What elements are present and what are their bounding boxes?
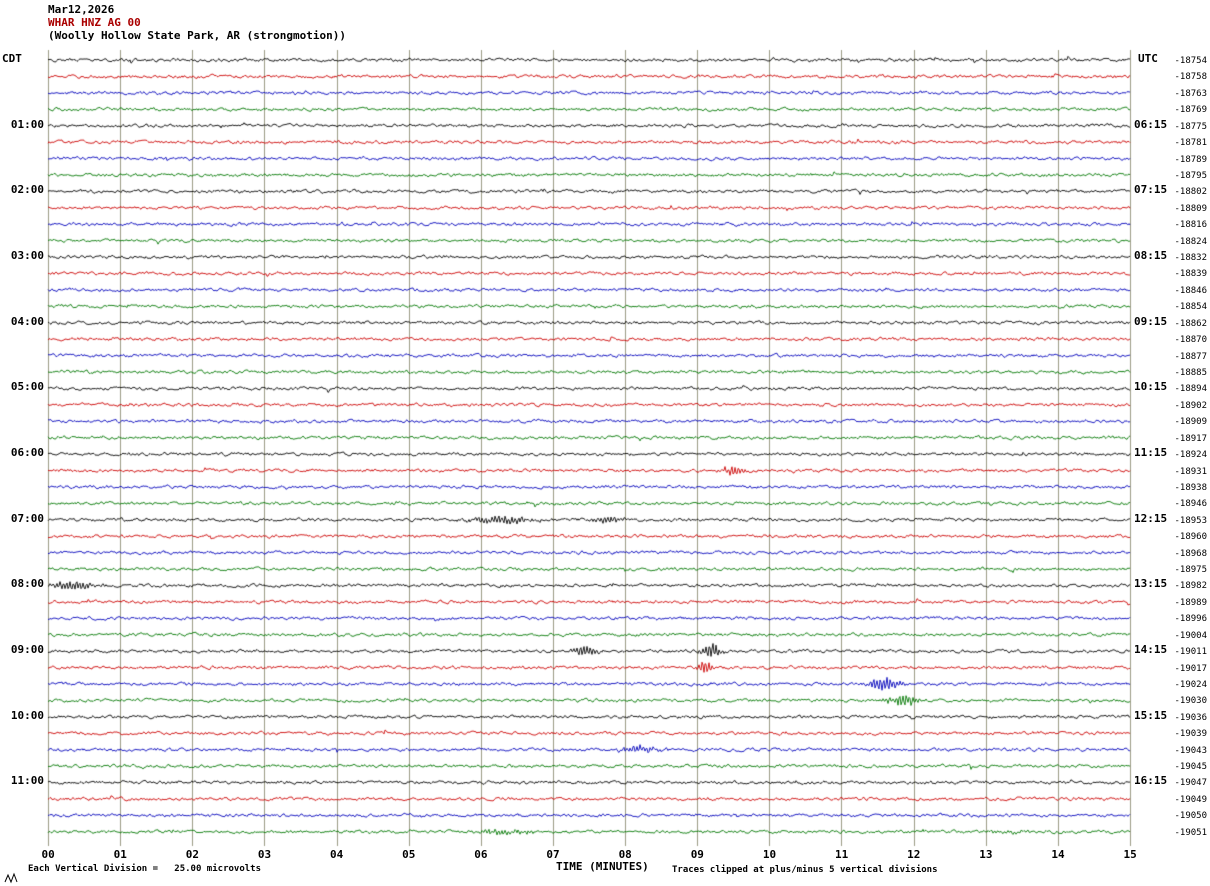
dc-offset-value: -18754 bbox=[1174, 56, 1207, 66]
hour-label-cdt: 08:00 bbox=[10, 577, 44, 591]
dc-offset-value: -19050 bbox=[1174, 811, 1207, 822]
dc-offset-value: -19043 bbox=[1174, 745, 1207, 756]
dc-offset-value: -18824 bbox=[1174, 236, 1207, 247]
hour-label-utc: 08:15 bbox=[1134, 249, 1168, 263]
hour-label-utc: 14:15 bbox=[1134, 643, 1168, 657]
right-axis-label: UTC bbox=[1138, 52, 1158, 65]
dc-offset-value: -19024 bbox=[1174, 679, 1207, 690]
hour-label-utc: 06:15 bbox=[1134, 117, 1168, 131]
dc-offset-value: -18894 bbox=[1174, 384, 1207, 395]
dc-offset-value: -18953 bbox=[1174, 515, 1207, 526]
hour-label-cdt: 11:00 bbox=[10, 774, 44, 788]
left-axis-label: CDT bbox=[2, 52, 22, 65]
x-tick: 15 bbox=[1123, 848, 1137, 861]
dc-offset-value: -18789 bbox=[1174, 154, 1207, 165]
dc-offset-value: -19017 bbox=[1174, 663, 1207, 674]
dc-offset-value: -18989 bbox=[1174, 597, 1207, 608]
dc-offset-value: -18917 bbox=[1174, 433, 1207, 444]
dc-offset-value: -19045 bbox=[1174, 762, 1207, 773]
dc-offset-value: -18862 bbox=[1174, 318, 1207, 329]
hour-label-cdt: 02:00 bbox=[10, 183, 44, 197]
hour-label-utc: 09:15 bbox=[1134, 314, 1168, 328]
x-tick: 03 bbox=[257, 848, 272, 861]
dc-offset-value: -18832 bbox=[1174, 253, 1207, 264]
clip-note: Traces clipped at plus/minus 5 vertical … bbox=[672, 865, 938, 875]
x-tick: 05 bbox=[402, 848, 416, 861]
x-tick: 02 bbox=[185, 848, 200, 861]
dc-offset-value: -18795 bbox=[1174, 170, 1207, 181]
dc-offset-value: -18902 bbox=[1174, 400, 1207, 411]
hour-label-utc: 16:15 bbox=[1134, 774, 1168, 788]
dc-offset-value: -18809 bbox=[1174, 203, 1207, 214]
dc-offset-value: -18775 bbox=[1174, 121, 1207, 132]
hour-label-cdt: 07:00 bbox=[10, 511, 44, 525]
title-location: (Woolly Hollow State Park, AR (strongmot… bbox=[48, 29, 347, 42]
hour-label-utc: 10:15 bbox=[1134, 380, 1168, 394]
dc-offset-value: -18781 bbox=[1174, 138, 1207, 149]
dc-offset-value: -18839 bbox=[1174, 269, 1207, 280]
x-tick: 00 bbox=[41, 848, 55, 861]
dc-offset-value: -18846 bbox=[1174, 285, 1207, 296]
hour-label-utc: 07:15 bbox=[1134, 183, 1168, 197]
dc-offset-value: -18763 bbox=[1174, 88, 1207, 99]
dc-offset-value: -18982 bbox=[1174, 581, 1207, 592]
dc-offset-value: -19049 bbox=[1174, 794, 1207, 805]
dc-offset-value: -19047 bbox=[1174, 778, 1207, 789]
hour-label-utc: 12:15 bbox=[1134, 511, 1168, 525]
x-tick: 06 bbox=[474, 848, 488, 861]
dc-offset-value: -19030 bbox=[1174, 696, 1207, 707]
dc-offset-value: -18968 bbox=[1174, 548, 1207, 559]
x-axis-label: TIME (MINUTES) bbox=[556, 860, 649, 873]
dc-offset-value: -18946 bbox=[1174, 499, 1207, 510]
dc-offset-value: -18924 bbox=[1174, 450, 1207, 461]
x-tick: 13 bbox=[979, 848, 993, 861]
title-station: WHAR HNZ AG 00 bbox=[48, 16, 141, 29]
hour-label-cdt: 09:00 bbox=[10, 643, 44, 657]
x-tick: 12 bbox=[907, 848, 921, 861]
dc-offset-value: -18938 bbox=[1174, 482, 1207, 493]
dc-offset-value: -18877 bbox=[1174, 351, 1207, 362]
x-tick: 01 bbox=[113, 848, 127, 861]
dc-offset-value: -18960 bbox=[1174, 532, 1207, 543]
corner-logo-icon bbox=[4, 872, 18, 884]
x-tick: 04 bbox=[330, 848, 344, 861]
hour-label-cdt: 03:00 bbox=[10, 249, 44, 263]
dc-offset-value: -18996 bbox=[1174, 614, 1207, 625]
hour-label-cdt: 01:00 bbox=[10, 117, 44, 131]
dc-offset-value: -18802 bbox=[1174, 187, 1207, 198]
hour-label-cdt: 06:00 bbox=[10, 446, 44, 460]
dc-offset-value: -18758 bbox=[1174, 72, 1207, 83]
hour-label-cdt: 04:00 bbox=[10, 314, 44, 328]
dc-offset-value: -18816 bbox=[1174, 220, 1207, 231]
hour-label-cdt: 10:00 bbox=[10, 708, 44, 722]
dc-offset-value: -19039 bbox=[1174, 729, 1207, 740]
hour-label-utc: 15:15 bbox=[1134, 708, 1168, 722]
hour-label-utc: 13:15 bbox=[1134, 577, 1168, 591]
dc-offset-value: -18909 bbox=[1174, 417, 1207, 428]
x-tick: 11 bbox=[834, 848, 849, 861]
dc-offset-value: -19051 bbox=[1174, 827, 1207, 838]
dc-offset-value: -18769 bbox=[1174, 105, 1207, 116]
dc-offset-value: -18854 bbox=[1174, 302, 1207, 313]
x-tick: 14 bbox=[1051, 848, 1065, 861]
dc-offset-value: -18870 bbox=[1174, 335, 1207, 346]
scale-note: Each Vertical Division = 25.00 microvolt… bbox=[28, 864, 261, 874]
hour-label-cdt: 05:00 bbox=[10, 380, 44, 394]
dc-offset-value: -18885 bbox=[1174, 367, 1207, 378]
dc-offset-value: -19004 bbox=[1174, 630, 1207, 641]
x-tick: 07 bbox=[546, 848, 560, 861]
title-date: Mar12,2026 bbox=[48, 3, 115, 16]
hour-label-utc: 11:15 bbox=[1134, 446, 1168, 460]
dc-offset-value: -18931 bbox=[1174, 466, 1207, 477]
x-tick: 09 bbox=[690, 848, 704, 861]
dc-offset-value: -18975 bbox=[1174, 565, 1207, 576]
dc-offset-value: -19011 bbox=[1174, 647, 1207, 658]
x-tick: 10 bbox=[762, 848, 777, 861]
dc-offset-value: -19036 bbox=[1174, 712, 1207, 723]
x-tick: 08 bbox=[618, 848, 632, 861]
